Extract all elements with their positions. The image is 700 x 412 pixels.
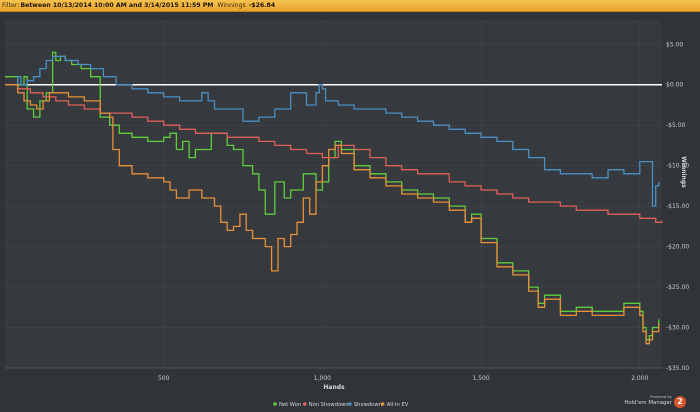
brand-logo-icon: 2 (674, 396, 686, 408)
x-tick-label: 1,500 (472, 375, 489, 382)
legend-label: Non Showdown (309, 402, 349, 408)
y-tick-label: -$25.00 (666, 284, 689, 291)
legend-label: Net Won (279, 402, 301, 408)
legend-marker (273, 402, 277, 406)
brand-footer: Powered by Hold'em Manager 2 (596, 394, 686, 410)
x-tick-labels: 500 1,000 1,500 2,000 (158, 375, 649, 382)
powered-by-text: Powered by (649, 394, 672, 399)
y-tick-label: -$15.00 (666, 203, 689, 210)
y-tick-label: -$35.00 (666, 365, 689, 372)
filter-metric-value: -$26.84 (248, 2, 276, 9)
x-tick-label: 1,000 (314, 375, 331, 382)
y-tick-label: -$5.00 (666, 122, 686, 129)
winnings-chart: 500 1,000 1,500 2,000 $5.00 $0.00 -$5.00 -$10.… (5, 20, 689, 408)
filter-bar: Filter:Between 10/13/2014 10:00 AM and 3… (0, 0, 700, 12)
x-axis-label: Hands (323, 384, 345, 391)
series-line-showdown (5, 55, 660, 207)
y-tick-label: -$30.00 (666, 325, 689, 332)
filter-date-range: Between 10/13/2014 10:00 AM and 3/14/201… (20, 2, 214, 9)
legend-marker (348, 402, 352, 406)
series-layer (5, 51, 663, 345)
brand-name: Hold'em Manager (624, 400, 672, 406)
grid-vertical (163, 20, 641, 368)
y-tick-label: -$20.00 (666, 244, 689, 251)
y-axis-label: Winnings (680, 156, 687, 188)
x-tick-label: 2,000 (631, 375, 648, 382)
legend-marker (302, 402, 307, 406)
series-line-all-in-ev (5, 84, 660, 345)
filter-label: Filter: (2, 2, 20, 9)
x-tick-label: 500 (158, 375, 170, 382)
legend-label: All-In EV (387, 402, 409, 408)
legend-marker (380, 402, 385, 406)
filter-metric-label: Winnings (217, 2, 246, 9)
y-tick-label: $5.00 (666, 41, 683, 48)
legend-label: Showdown (354, 402, 382, 408)
plot-area (5, 20, 662, 368)
legend: Net Won Non Showdown Showdown All-In EV (273, 402, 409, 408)
y-tick-label: $0.00 (666, 82, 683, 89)
y-tick-label: -$10.00 (666, 163, 689, 170)
y-tick-labels: $5.00 $0.00 -$5.00 -$10.00 -$15.00 -$20.00 -$2… (666, 41, 689, 372)
